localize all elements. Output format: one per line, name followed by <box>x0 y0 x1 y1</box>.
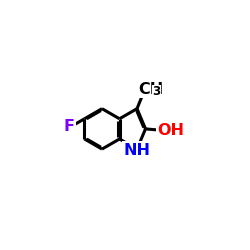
Text: OH: OH <box>157 123 184 138</box>
Text: 3: 3 <box>152 85 160 98</box>
Text: CH: CH <box>138 82 163 97</box>
Text: NH: NH <box>124 142 150 158</box>
Text: F: F <box>64 119 74 134</box>
